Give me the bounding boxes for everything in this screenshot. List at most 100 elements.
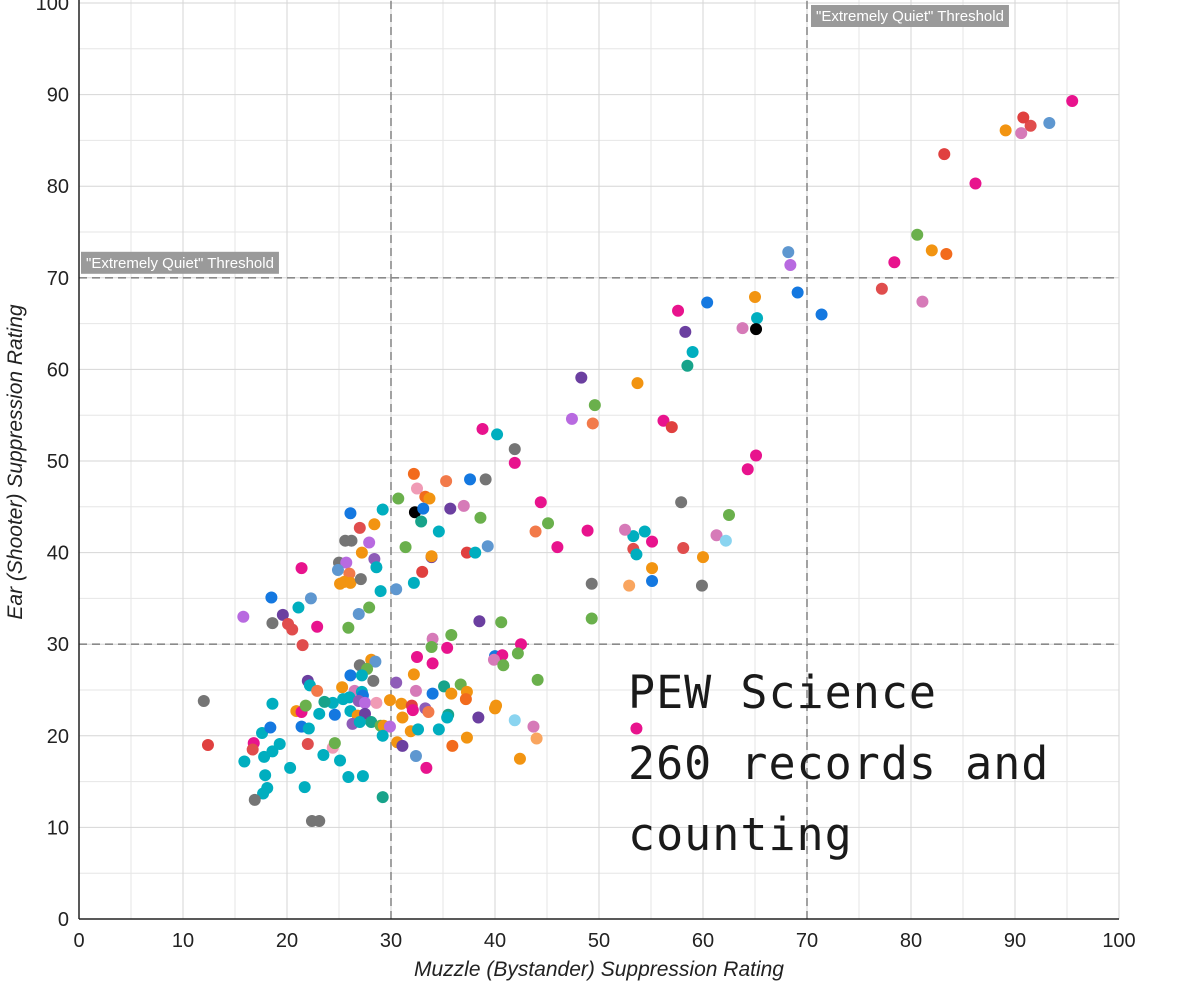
watermark-line-2: 260 records and [628, 737, 1049, 790]
data-point [736, 322, 749, 335]
data-point [445, 687, 458, 700]
data-point [438, 680, 451, 693]
data-point [631, 377, 644, 390]
data-point [585, 577, 598, 590]
x-tick-label: 0 [73, 930, 84, 952]
data-point [911, 228, 924, 241]
data-point [542, 517, 555, 530]
data-point [1017, 111, 1030, 124]
data-point [527, 720, 540, 733]
data-point [383, 694, 396, 707]
data-point [311, 684, 324, 697]
y-tick-label: 80 [47, 176, 69, 198]
data-point [481, 540, 494, 553]
data-point [999, 124, 1012, 137]
threshold-label: "Extremely Quiet" Threshold [81, 251, 279, 274]
data-point [513, 752, 526, 765]
data-point [627, 530, 640, 543]
data-point [258, 750, 271, 763]
data-point [259, 769, 272, 782]
data-point [318, 695, 331, 708]
data-point [295, 562, 308, 575]
reference-lines [79, 0, 1119, 919]
data-point [464, 473, 477, 486]
data-point [476, 422, 489, 435]
data-point [489, 702, 501, 715]
data-point [508, 714, 521, 727]
data-point [334, 577, 347, 590]
data-point [784, 258, 797, 271]
data-point [457, 499, 470, 512]
data-point [515, 638, 527, 651]
x-tick-label: 50 [588, 930, 610, 952]
data-point [302, 722, 315, 735]
data-point [331, 564, 344, 577]
data-point [534, 496, 547, 509]
data-point [399, 541, 412, 554]
data-point [791, 286, 804, 299]
data-point [585, 612, 598, 625]
data-point [296, 639, 309, 652]
data-point [1015, 127, 1028, 140]
data-point [623, 579, 636, 592]
data-point [925, 244, 938, 257]
x-tick-label: 40 [484, 930, 506, 952]
data-point [888, 256, 901, 269]
data-point [367, 674, 380, 687]
data-point [782, 246, 795, 259]
data-point [237, 610, 250, 623]
data-point [301, 738, 314, 751]
data-point [530, 732, 543, 745]
data-point [432, 525, 445, 538]
data-point [376, 503, 389, 516]
data-point [273, 738, 286, 751]
data-point [657, 414, 670, 427]
data-point [368, 518, 381, 531]
data-point [422, 705, 435, 718]
data-point [317, 749, 330, 762]
data-point [508, 443, 521, 456]
data-point [426, 687, 439, 700]
x-tick-label: 70 [796, 930, 818, 952]
y-tick-label: 60 [47, 359, 69, 381]
data-point [1024, 119, 1037, 132]
x-tick-label: 90 [1004, 930, 1026, 952]
data-point [420, 761, 433, 774]
data-point [345, 534, 358, 547]
data-point [265, 591, 278, 604]
data-point [508, 456, 521, 469]
data-point [425, 640, 438, 653]
data-point [432, 723, 445, 736]
data-point [511, 647, 524, 660]
y-tick-label: 0 [58, 909, 69, 931]
data-point [406, 704, 419, 717]
data-point [390, 583, 403, 596]
data-point [248, 793, 261, 806]
data-point [396, 739, 409, 752]
threshold-label: "Extremely Quiet" Threshold [811, 5, 1009, 27]
data-point [916, 295, 929, 308]
x-tick-label: 30 [380, 930, 402, 952]
data-point [376, 729, 389, 742]
data-point [646, 535, 659, 548]
data-point [588, 399, 601, 412]
data-point [575, 371, 588, 384]
data-point [473, 615, 486, 628]
data-point [940, 247, 953, 260]
watermark-line-3: counting [628, 808, 853, 861]
data-point [264, 721, 277, 734]
data-point [529, 525, 542, 538]
data-point [299, 699, 312, 712]
data-point [719, 534, 732, 547]
data-point [376, 791, 389, 804]
x-tick-label: 100 [1102, 930, 1135, 952]
data-point [407, 467, 420, 480]
data-point [710, 529, 723, 542]
data-point [697, 551, 709, 564]
data-point [1066, 95, 1079, 108]
data-point [374, 585, 387, 598]
data-point [581, 524, 594, 537]
data-point [412, 723, 425, 736]
data-point [531, 673, 544, 686]
